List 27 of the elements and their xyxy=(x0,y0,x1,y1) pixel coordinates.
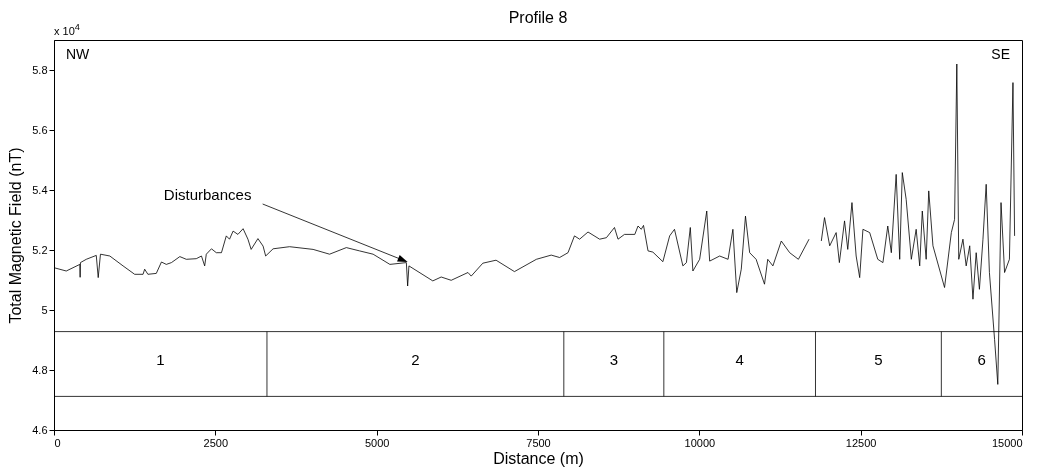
annotation: Disturbances xyxy=(163,186,252,203)
x-axis-title: Distance (m) xyxy=(493,449,584,467)
annotation: 3 xyxy=(609,351,618,368)
x-tick-label: 5000 xyxy=(364,436,390,449)
y-tick-label: 5.2 xyxy=(32,243,48,256)
annotation: 1 xyxy=(156,351,165,368)
annotation: 5 xyxy=(874,351,883,368)
x-tick-label: 12500 xyxy=(845,436,877,449)
annotation: NW xyxy=(66,46,91,62)
x-tick-label: 10000 xyxy=(684,436,716,449)
y-tick-label: 5.4 xyxy=(32,183,48,196)
y-tick-label: 5.6 xyxy=(32,123,48,136)
text: x 10$^{4}$ xyxy=(54,22,80,37)
x-tick-label: 0 xyxy=(54,436,61,449)
annotation: 6 xyxy=(977,351,986,368)
y-tick-label: 4.8 xyxy=(32,363,48,376)
y-tick-label: 4.6 xyxy=(32,423,48,436)
chart-title: Profile 8 xyxy=(508,9,568,26)
x-tick-label: 7500 xyxy=(526,436,551,449)
x-tick-label: 2500 xyxy=(203,436,229,449)
y-tick-label: 5 xyxy=(41,303,48,316)
annotation: 4 xyxy=(735,351,744,368)
annotation: SE xyxy=(991,46,1010,62)
y-tick-label: 5.8 xyxy=(32,63,48,76)
annotation: 2 xyxy=(411,351,420,368)
x-tick-label: 15000 xyxy=(991,436,1023,449)
y-axis-title: Total Magnetic Field (nT) xyxy=(7,147,25,324)
